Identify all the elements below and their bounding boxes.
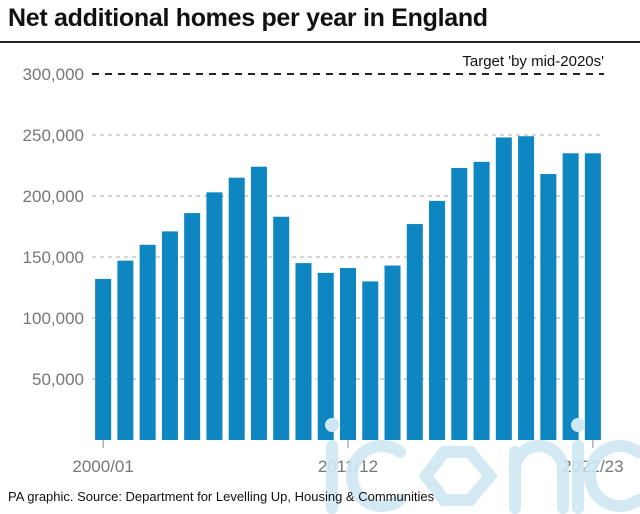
- chart-title: Net additional homes per year in England: [8, 4, 488, 32]
- bar: [451, 167, 468, 440]
- bar: [384, 265, 401, 440]
- y-tick-label: 200,000: [23, 187, 84, 206]
- bar: [317, 272, 334, 440]
- x-tick-label: 2011/12: [318, 457, 378, 476]
- bar: [406, 224, 423, 440]
- y-tick-label: 250,000: [23, 126, 84, 145]
- bar: [206, 192, 223, 440]
- x-tick-label: 2000/01: [72, 457, 133, 476]
- title-divider: [0, 41, 640, 43]
- bar: [228, 177, 245, 440]
- bar: [250, 166, 267, 440]
- bar: [339, 267, 357, 440]
- target-annotation: Target 'by mid-2020s': [462, 53, 604, 70]
- y-tick-label: 50,000: [32, 370, 84, 389]
- bar: [540, 174, 557, 441]
- bar: [295, 263, 312, 440]
- y-tick-label: 100,000: [23, 309, 84, 328]
- x-tick-label: 2022/23: [562, 457, 623, 476]
- source-note: PA graphic. Source: Department for Level…: [8, 489, 435, 504]
- bar: [117, 260, 134, 440]
- bar: [273, 216, 290, 440]
- bar: [584, 153, 601, 441]
- bar: [161, 231, 178, 440]
- bar: [95, 278, 112, 440]
- bar: [184, 213, 201, 440]
- y-tick-label: 150,000: [23, 248, 84, 267]
- bar: [562, 153, 579, 441]
- bar: [139, 244, 156, 440]
- bar: [518, 136, 535, 440]
- y-tick-label: 300,000: [23, 65, 84, 84]
- bar: [429, 200, 446, 440]
- bar: [473, 161, 490, 440]
- bar: [495, 137, 512, 440]
- bar: [362, 281, 379, 440]
